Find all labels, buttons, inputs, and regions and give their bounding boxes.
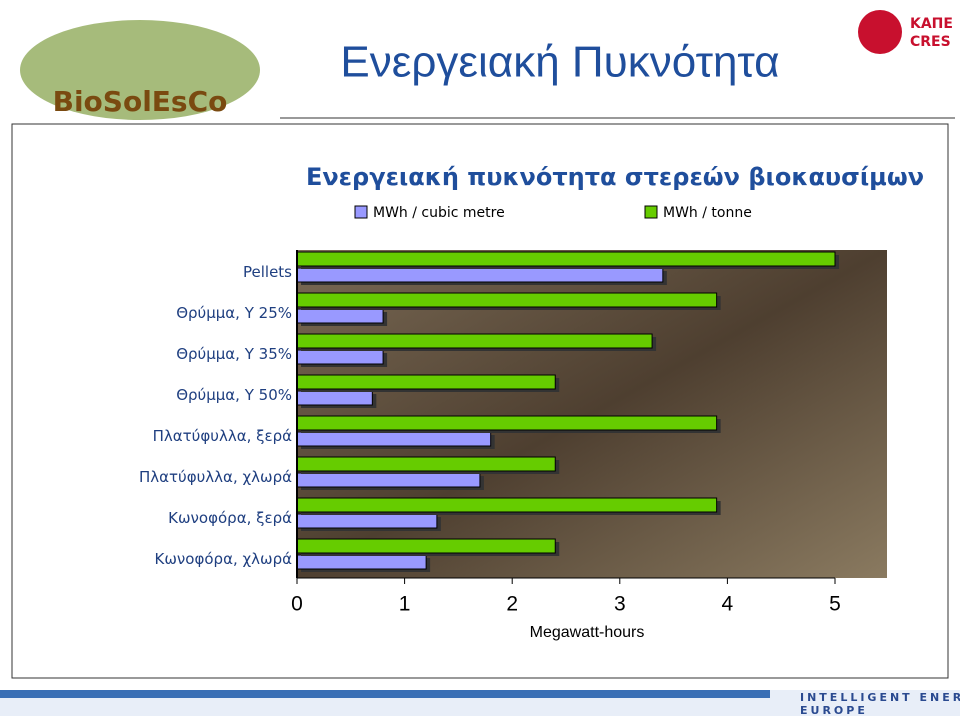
y-tick-label: Pellets xyxy=(243,263,292,281)
bar xyxy=(296,267,664,283)
x-tick-label: 1 xyxy=(399,593,411,616)
x-tick-label: 3 xyxy=(614,593,626,616)
legend-swatch xyxy=(644,205,658,219)
chart-title: Ενεργειακή πυκνότητα στερεών βιοκαυσίμων xyxy=(306,163,924,191)
bar xyxy=(296,472,481,488)
x-tick-label: 4 xyxy=(722,593,734,616)
bar xyxy=(296,374,556,390)
x-tick-label: 5 xyxy=(829,593,841,616)
y-tick-label: Πλατύφυλλα, χλωρά xyxy=(139,468,292,486)
bar xyxy=(296,333,653,349)
bar xyxy=(296,456,556,472)
bar xyxy=(296,390,373,406)
y-tick-label: Θρύμμα, Υ 35% xyxy=(176,345,292,363)
logo-right: ΚΑΠΕ xyxy=(910,16,953,32)
footer-strip xyxy=(0,690,770,698)
logo-left: BioSolEsCo xyxy=(53,85,228,118)
bar xyxy=(296,513,438,529)
logo-mark xyxy=(858,10,902,54)
bar xyxy=(296,308,384,324)
bar xyxy=(296,554,427,570)
x-tick-label: 2 xyxy=(506,593,518,616)
y-tick-label: Κωνοφόρα, χλωρά xyxy=(155,550,293,568)
legend-label: MWh / cubic metre xyxy=(373,205,505,221)
legend-label: MWh / tonne xyxy=(663,205,752,221)
bar xyxy=(296,349,384,365)
bar xyxy=(296,538,556,554)
y-tick-label: Πλατύφυλλα, ξερά xyxy=(153,427,292,445)
bar xyxy=(296,431,492,447)
y-tick-label: Θρύμμα, Υ 50% xyxy=(176,386,292,404)
bar xyxy=(296,292,718,308)
slide-title: Ενεργειακή Πυκνότητα xyxy=(340,38,779,87)
footer-text: INTELLIGENT ENERGY xyxy=(800,691,960,704)
legend-swatch xyxy=(354,205,368,219)
x-axis-label: Megawatt-hours xyxy=(530,624,645,641)
logo-shape xyxy=(20,20,260,120)
footer-text: EUROPE xyxy=(800,704,868,716)
bar xyxy=(296,497,718,513)
logo-right: CRES xyxy=(910,34,951,50)
bar xyxy=(296,251,836,267)
chart-frame xyxy=(11,123,949,679)
x-tick-label: 0 xyxy=(291,593,303,616)
y-tick-label: Κωνοφόρα, ξερά xyxy=(168,509,292,527)
y-tick-label: Θρύμμα, Υ 25% xyxy=(176,304,292,322)
bar xyxy=(296,415,718,431)
